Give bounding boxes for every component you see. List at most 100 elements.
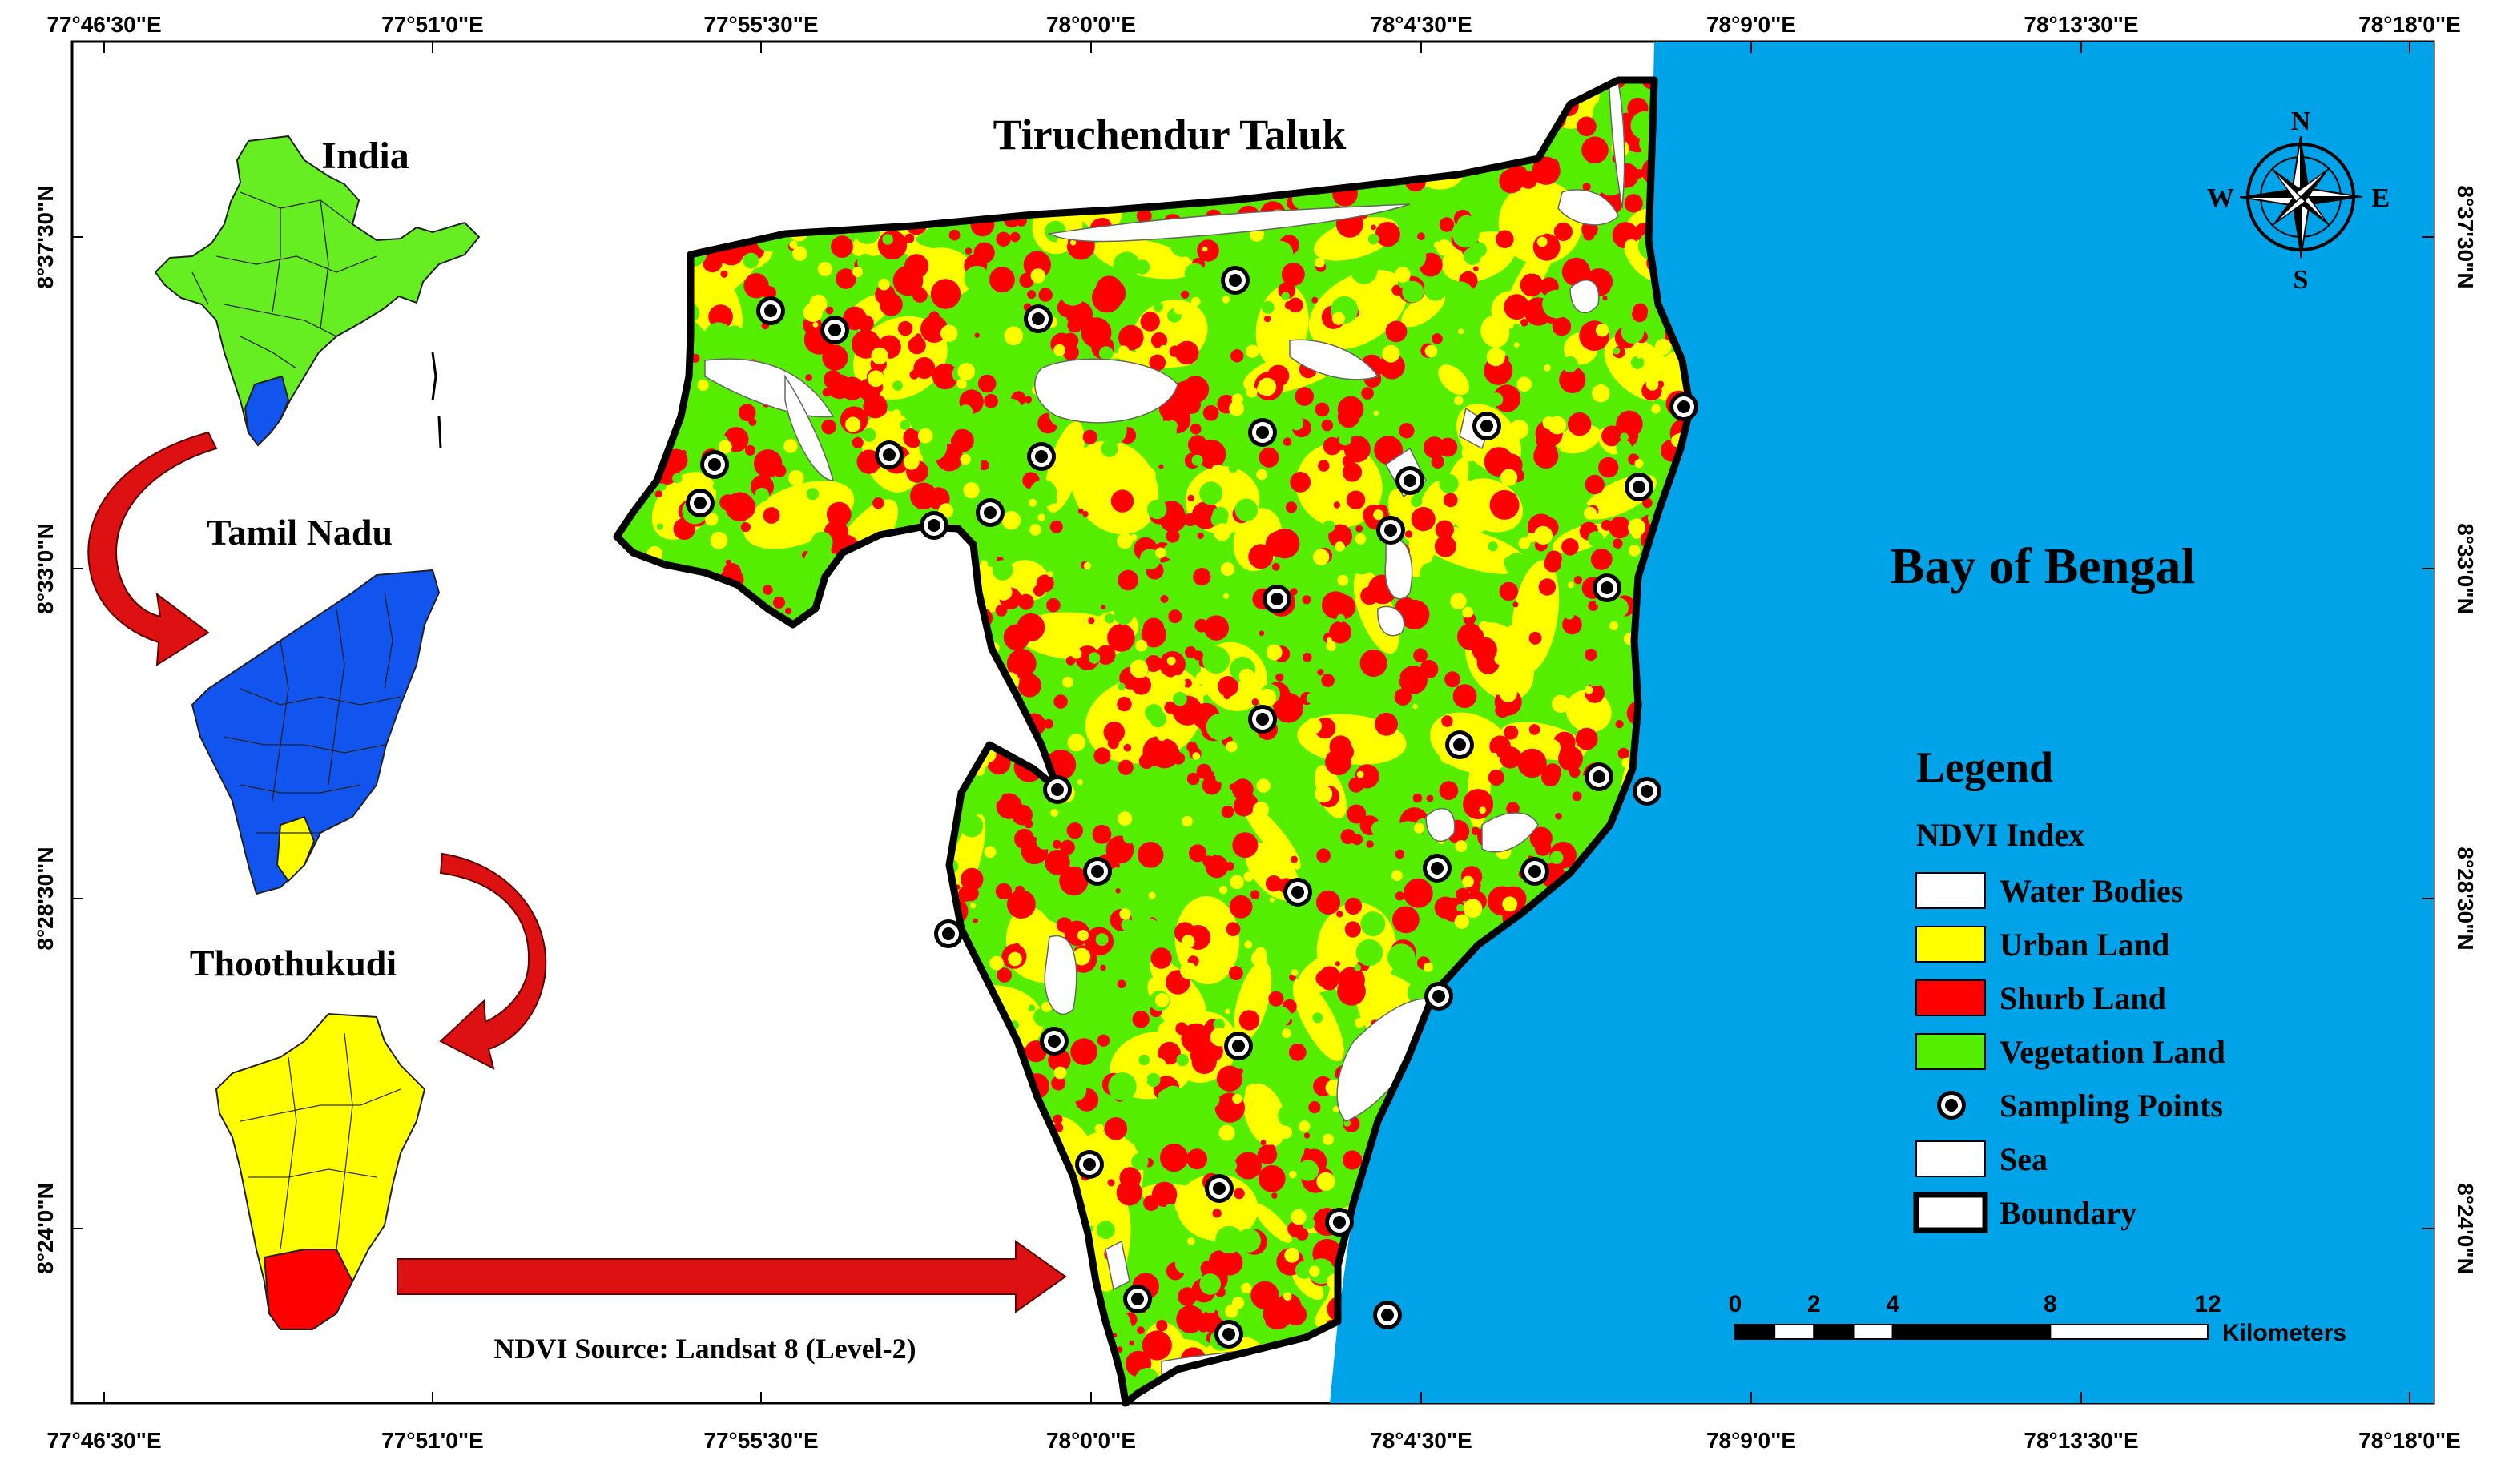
scale-unit: Kilometers [2222, 1320, 2346, 1346]
bottom-tick-label: 78°9'0"E [1706, 1428, 1796, 1453]
bottom-tick-label: 77°46'30"E [46, 1428, 161, 1453]
bottom-tick-label: 78°18'0"E [2358, 1428, 2461, 1453]
legend-item: Boundary [1913, 1192, 2136, 1233]
legend-swatch [1915, 979, 1986, 1016]
sampling-point [1520, 857, 1549, 886]
inset-india: India [154, 135, 481, 449]
sampling-point [1472, 412, 1501, 440]
legend-swatch [1915, 1140, 1986, 1177]
sampling-point [1043, 775, 1072, 804]
inset-tamil-nadu: Tamil Nadu [191, 512, 441, 895]
curved-arrow-tamil-nadu-to-thoothukudi [439, 852, 547, 1070]
legend-swatch [1915, 872, 1986, 909]
tamil-nadu-label: Tamil Nadu [207, 512, 393, 553]
scale-bar: 0 2 4 8 12 Kilometers [1729, 1291, 2346, 1346]
sampling-point [1373, 1301, 1402, 1329]
legend-item: Urban Land [1915, 926, 2169, 963]
scale-label: 2 [1807, 1291, 1821, 1317]
legend-item: Sampling Points [1937, 1088, 2223, 1124]
legend-item: Vegetation Land [1915, 1033, 2225, 1070]
bottom-tick-label: 77°51'0"E [381, 1428, 484, 1453]
sampling-point [1248, 705, 1277, 734]
sampling-point [1633, 777, 1661, 806]
sampling-point [686, 489, 715, 517]
india-label: India [321, 135, 409, 177]
sampling-point [1585, 762, 1613, 791]
sampling-point [1040, 1027, 1069, 1056]
sampling-point [1083, 857, 1112, 886]
inset-thoothukudi: Thoothukudi [190, 943, 426, 1330]
left-tick-label: 8°33'0"N [33, 523, 58, 614]
legend-label: Sea [2000, 1141, 2048, 1177]
south-label: S [2294, 265, 2309, 295]
legend-label: Boundary [2000, 1195, 2136, 1231]
sampling-point [1283, 878, 1312, 907]
top-tick-label: 78°13'30"E [2024, 12, 2138, 37]
scale-label: 12 [2194, 1291, 2221, 1317]
legend-label: Shurb Land [2000, 980, 2166, 1016]
sampling-point [920, 511, 948, 540]
scale-label: 4 [1886, 1291, 1899, 1317]
bottom-tick-label: 78°13'30"E [2024, 1428, 2138, 1453]
west-label: W [2207, 183, 2234, 213]
sampling-point [1075, 1150, 1104, 1179]
curved-arrow-india-to-tamil-nadu [87, 431, 218, 666]
legend-title: Legend [1916, 743, 2053, 791]
legend-swatch [1915, 1033, 1986, 1070]
legend-subtitle: NDVI Index [1916, 817, 2084, 853]
legend: Legend NDVI Index Water Bodies Urban Land… [1913, 743, 2225, 1233]
north-arrow: N S E W [2207, 107, 2390, 295]
legend-item: Water Bodies [1915, 872, 2183, 909]
right-tick-label: 8°33'0"N [2453, 523, 2478, 614]
right-tick-label: 8°24'0"N [2453, 1183, 2478, 1274]
sampling-point [1669, 392, 1698, 421]
top-tick-label: 78°4'30"E [1370, 12, 1472, 37]
sampling-point [1445, 730, 1474, 759]
left-tick-label: 8°28'30"N [33, 847, 58, 950]
straight-arrow-to-taluk [397, 1240, 1067, 1313]
tamil-nadu-outline [191, 569, 441, 895]
legend-item: Sea [1915, 1140, 2048, 1177]
sampling-point [1224, 1032, 1253, 1060]
sampling-points [686, 266, 1698, 1349]
left-tick-label: 8°37'30"N [33, 185, 58, 288]
sampling-point [1625, 473, 1653, 501]
sampling-point [700, 450, 729, 479]
top-tick-label: 78°18'0"E [2358, 12, 2461, 37]
legend-label: Sampling Points [2000, 1088, 2223, 1124]
taluk-boundary [613, 76, 1694, 1407]
sampling-point [976, 498, 1005, 527]
india-tamil-nadu-highlight [244, 375, 290, 447]
sampling-point [1248, 418, 1277, 447]
sampling-point [875, 440, 904, 469]
bottom-tick-label: 78°0'0"E [1046, 1428, 1136, 1453]
sampling-point [1395, 466, 1424, 495]
north-label: N [2291, 107, 2311, 136]
legend-swatch [1915, 926, 1986, 963]
sampling-point [1424, 982, 1453, 1011]
right-tick-label: 8°37'30"N [2453, 185, 2478, 288]
bottom-tick-label: 77°55'30"E [703, 1428, 818, 1453]
sea-label: Bay of Bengal [1891, 537, 2195, 594]
bottom-tick-label: 78°4'30"E [1370, 1428, 1472, 1453]
inset-arrows [87, 431, 1067, 1313]
map-title: Tiruchendur Taluk [993, 111, 1347, 159]
sampling-point [1423, 854, 1452, 883]
legend-label: Vegetation Land [2000, 1034, 2225, 1070]
india-outline [154, 135, 481, 447]
scale-label: 8 [2044, 1291, 2057, 1317]
top-tick-label: 78°0'0"E [1046, 12, 1136, 37]
sampling-point [1263, 585, 1291, 613]
sampling-point [1325, 1208, 1354, 1237]
source-note: NDVI Source: Landsat 8 (Level-2) [493, 1333, 916, 1365]
sampling-point [1027, 442, 1056, 471]
thoothukudi-label: Thoothukudi [190, 943, 397, 983]
sampling-point [1205, 1174, 1234, 1203]
top-tick-label: 78°9'0"E [1706, 12, 1796, 37]
left-tick-label: 8°24'0"N [33, 1183, 58, 1274]
top-tick-label: 77°51'0"E [381, 12, 484, 37]
legend-label: Urban Land [2000, 927, 2169, 963]
sampling-point [756, 296, 785, 325]
right-tick-label: 8°28'30"N [2453, 847, 2478, 950]
